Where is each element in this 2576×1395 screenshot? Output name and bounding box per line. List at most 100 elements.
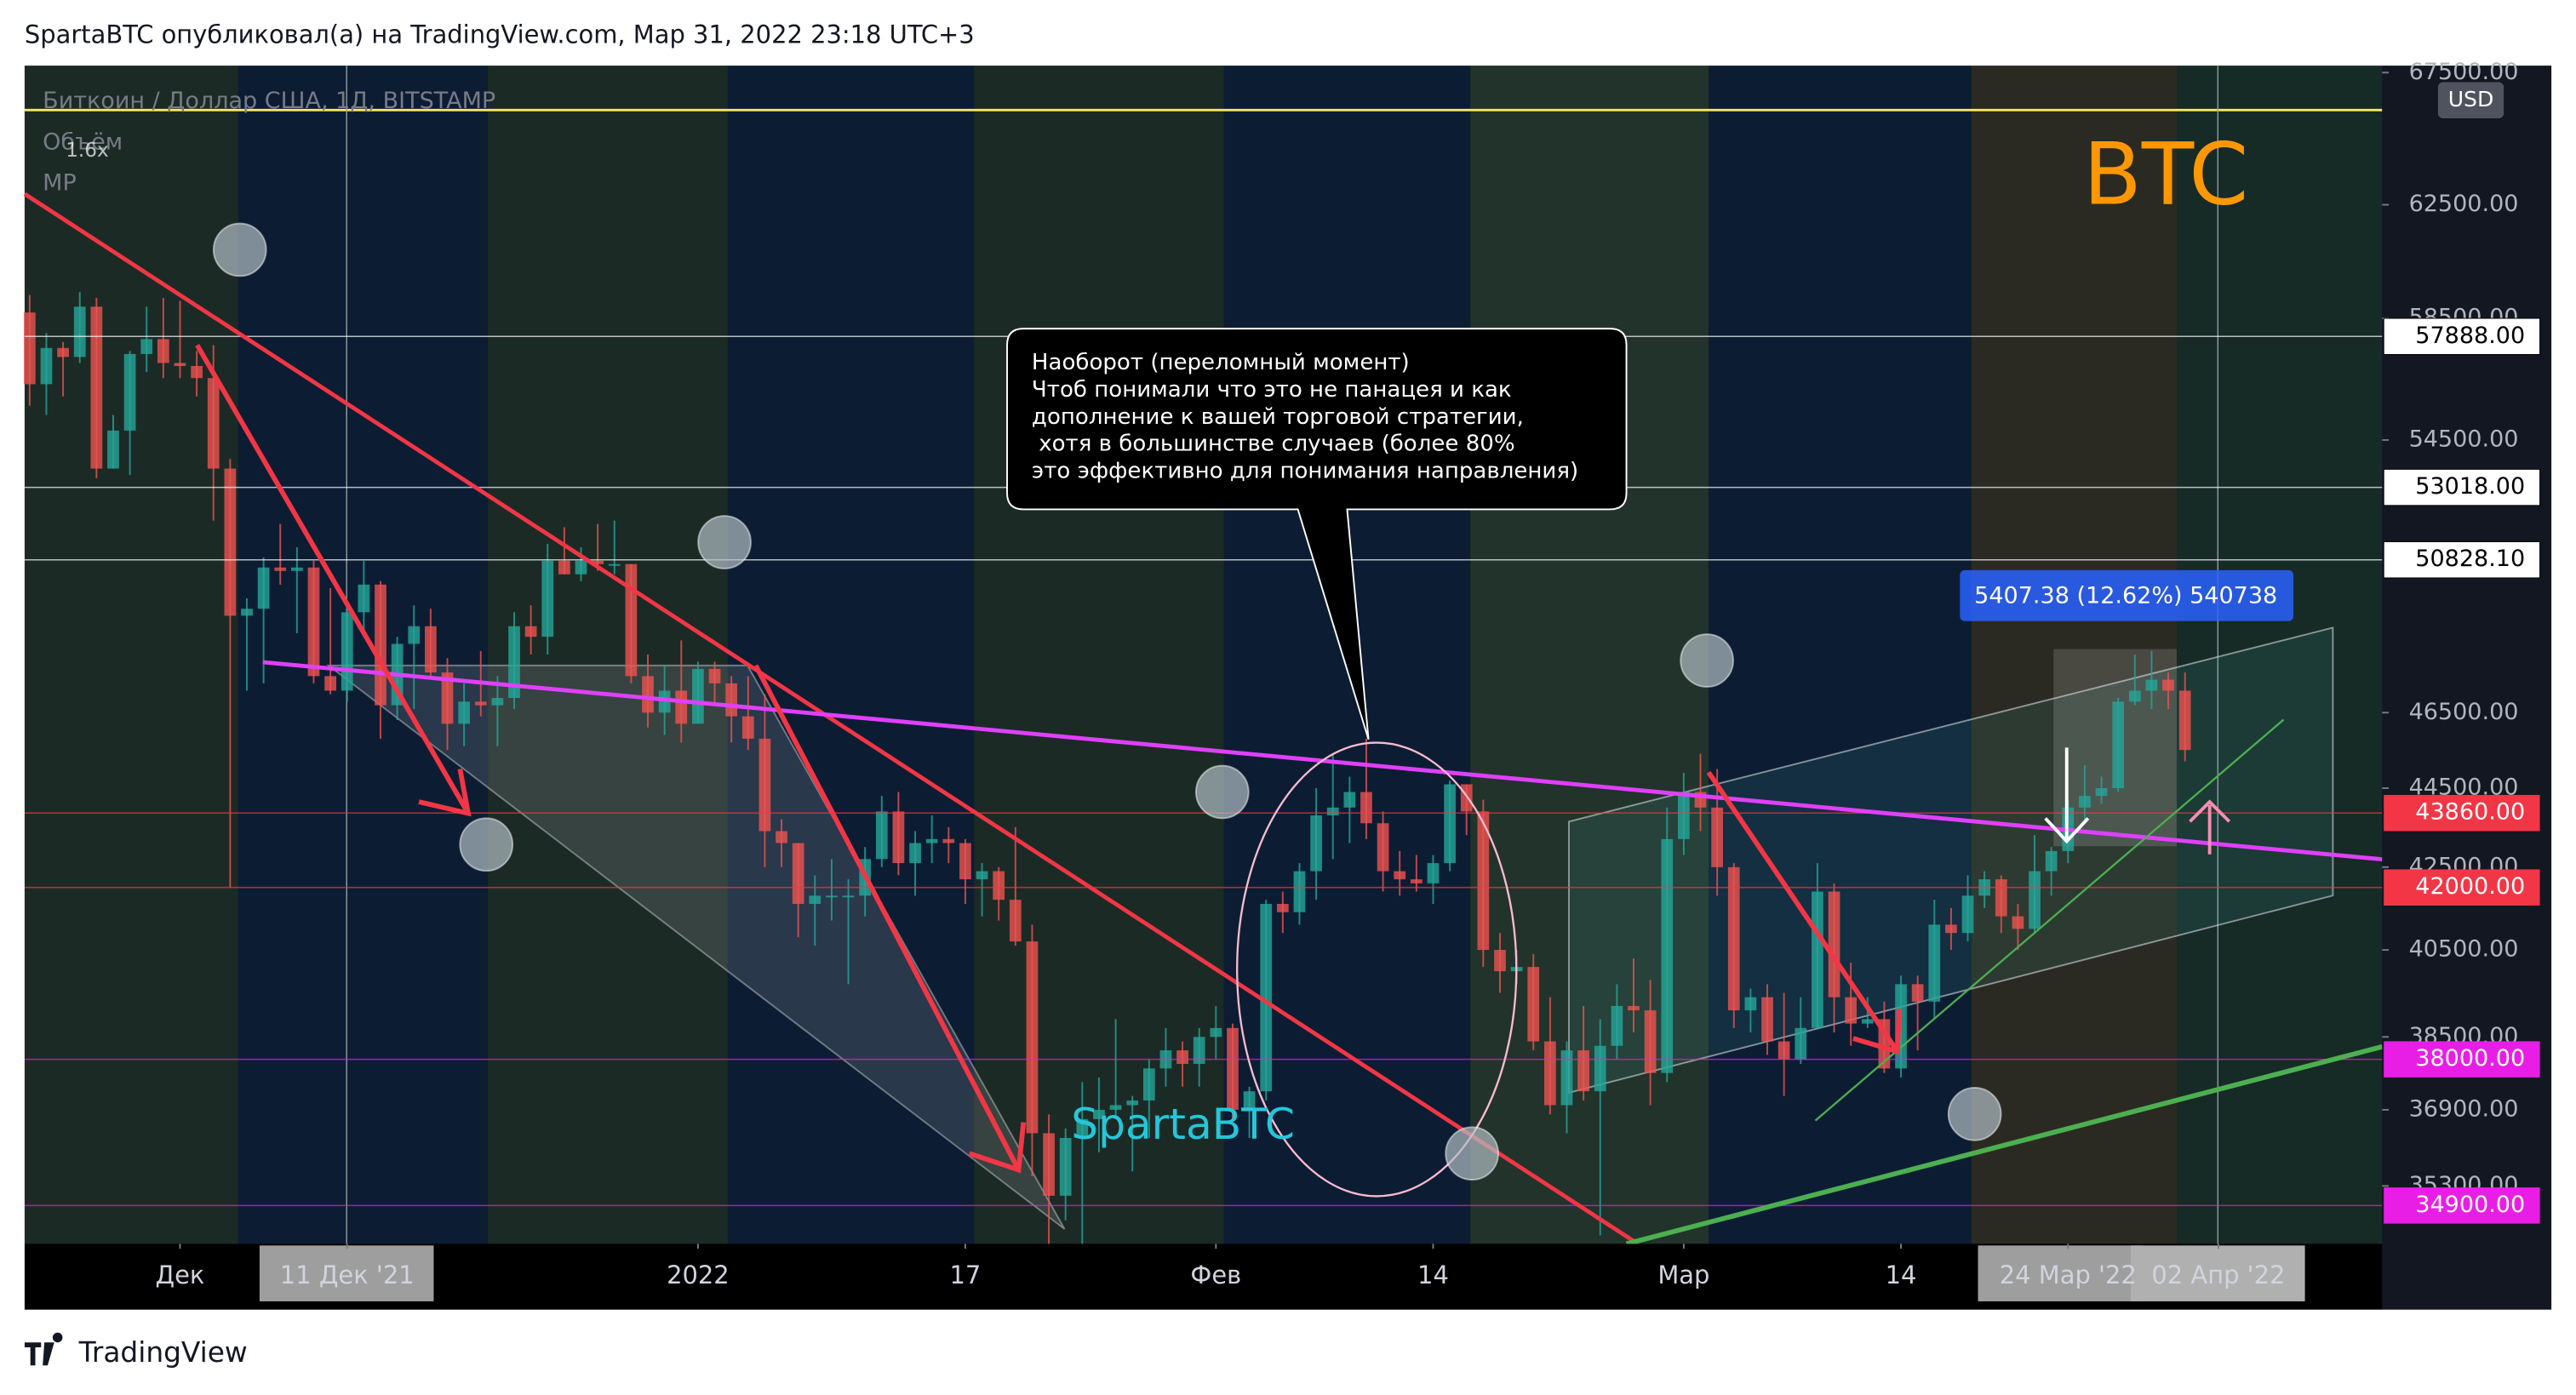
candle-body xyxy=(1310,815,1322,872)
candle-body xyxy=(1560,1050,1573,1106)
circle xyxy=(1445,1126,1499,1181)
candle-body xyxy=(174,363,186,367)
candle-body xyxy=(942,838,955,843)
candle-body xyxy=(1326,807,1339,816)
x-tick-label: Фев xyxy=(1190,1261,1241,1289)
time-box xyxy=(259,1245,434,1301)
band xyxy=(1709,66,1972,1244)
candle-body xyxy=(425,626,437,673)
candle-body xyxy=(708,668,721,683)
candle-body xyxy=(1661,838,1674,1073)
band xyxy=(238,66,489,1244)
candle-body xyxy=(191,366,203,379)
y-tick-label: 36900.00 xyxy=(2409,1095,2519,1122)
arrow xyxy=(2189,799,2231,855)
candle-body xyxy=(107,430,119,469)
candle-body xyxy=(692,668,704,724)
band xyxy=(1971,66,2178,1244)
candle-body xyxy=(1812,891,1823,1028)
candle-body xyxy=(2029,871,2041,929)
x-tick-label: 11 Дек '21 xyxy=(280,1261,415,1289)
arrow xyxy=(2044,747,2090,844)
candle-body xyxy=(23,312,36,385)
candle-body xyxy=(842,895,855,898)
candle-body xyxy=(758,738,771,832)
band xyxy=(488,66,728,1244)
candle-body xyxy=(2112,701,2125,789)
candle-body xyxy=(658,690,671,713)
candle-body xyxy=(1410,879,1423,883)
candle-body xyxy=(1777,1041,1790,1060)
candle-body xyxy=(959,843,971,880)
candle-body xyxy=(976,871,988,880)
candle-body xyxy=(1193,1037,1205,1064)
callout-line: Чтоб понимали что это не панацея и как xyxy=(1032,377,1512,403)
currency: USD xyxy=(2448,87,2494,111)
candle-body xyxy=(1043,1133,1055,1196)
level-label: 43860.00 xyxy=(2415,799,2525,826)
level-label-bg xyxy=(2384,1041,2540,1078)
circle xyxy=(212,222,267,277)
candle-body xyxy=(1210,1027,1222,1038)
time-box xyxy=(2131,1245,2305,1301)
candle-body xyxy=(1109,1105,1122,1110)
candle-body xyxy=(826,895,838,898)
candle-body xyxy=(1260,904,1273,1092)
candle-body xyxy=(1093,1109,1105,1119)
candle-body xyxy=(290,567,303,571)
y-tick-label: 67500.00 xyxy=(2409,59,2519,85)
candle-body xyxy=(1527,967,1540,1042)
level-label-bg xyxy=(2383,317,2541,355)
level-label-bg xyxy=(2383,540,2541,579)
candle-body xyxy=(1377,823,1389,872)
candle-body xyxy=(875,811,888,860)
candle-body xyxy=(2045,850,2058,872)
candle-body xyxy=(1276,904,1289,912)
level-label: 57888.00 xyxy=(2415,323,2525,349)
y-tick-label: 40500.00 xyxy=(2409,936,2519,963)
candle-body xyxy=(358,584,370,613)
callout-line: хотя в большинстве случаев (более 80% xyxy=(1032,432,1515,457)
tv-logo xyxy=(24,1332,63,1366)
candle-body xyxy=(2079,796,2091,808)
candle-body xyxy=(140,339,153,354)
candle-body xyxy=(1628,1005,1640,1011)
level-label-bg xyxy=(2384,1187,2540,1224)
candle-body xyxy=(575,560,587,575)
x-tick-label: 02 Апр '22 xyxy=(2151,1261,2285,1289)
candle-body xyxy=(1861,1019,1874,1024)
x-tick-label: 14 xyxy=(1417,1261,1449,1289)
candle-body xyxy=(474,701,487,706)
candle-body xyxy=(809,895,821,905)
candle-body xyxy=(157,339,169,363)
trendline xyxy=(1814,718,2285,1122)
header: SpartaBTC опубликовал(а) на TradingView.… xyxy=(25,20,975,49)
circle xyxy=(459,817,514,872)
x-tick-label: 2022 xyxy=(667,1261,730,1289)
candle-body xyxy=(2095,788,2108,797)
candle-body xyxy=(341,612,353,691)
candle-body xyxy=(675,690,688,724)
candle-body xyxy=(1243,1091,1256,1110)
candle-body xyxy=(408,626,421,644)
x-tick-label: 17 xyxy=(950,1261,982,1289)
candle-body xyxy=(2012,916,2024,929)
candle-body xyxy=(524,626,537,637)
candle-body xyxy=(1594,1045,1606,1092)
callout-line: Наоборот (переломный момент) xyxy=(1032,350,1410,375)
candle-body xyxy=(1227,1027,1239,1110)
x-tick-label: 24 Мар '22 xyxy=(2000,1261,2137,1289)
candle-body xyxy=(1343,792,1356,808)
circle xyxy=(1194,764,1250,820)
indicator: MP xyxy=(43,170,77,197)
level-label: 42000.00 xyxy=(2415,873,2525,900)
candle-body xyxy=(1477,811,1490,951)
candle-body xyxy=(1394,871,1406,880)
candle-body xyxy=(1059,1138,1072,1196)
level-label-bg xyxy=(2383,468,2541,506)
band xyxy=(974,66,1224,1244)
level-label: 38000.00 xyxy=(2415,1045,2525,1072)
candle-body xyxy=(1911,984,1924,1002)
candle-body xyxy=(925,838,938,843)
candle-body xyxy=(257,567,270,609)
